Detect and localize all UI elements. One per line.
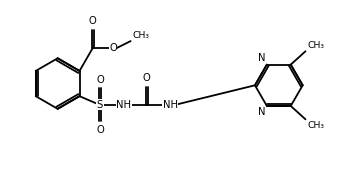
Text: CH₃: CH₃	[307, 121, 324, 130]
Text: CH₃: CH₃	[133, 31, 150, 40]
Text: N: N	[258, 53, 266, 63]
Text: NH: NH	[116, 100, 131, 110]
Text: CH₃: CH₃	[307, 41, 324, 50]
Text: O: O	[96, 125, 104, 135]
Text: O: O	[89, 16, 97, 26]
Text: O: O	[96, 75, 104, 85]
Text: O: O	[109, 43, 117, 53]
Text: O: O	[143, 73, 150, 83]
Text: N: N	[258, 107, 266, 117]
Text: NH: NH	[163, 100, 178, 110]
Text: S: S	[97, 100, 103, 110]
